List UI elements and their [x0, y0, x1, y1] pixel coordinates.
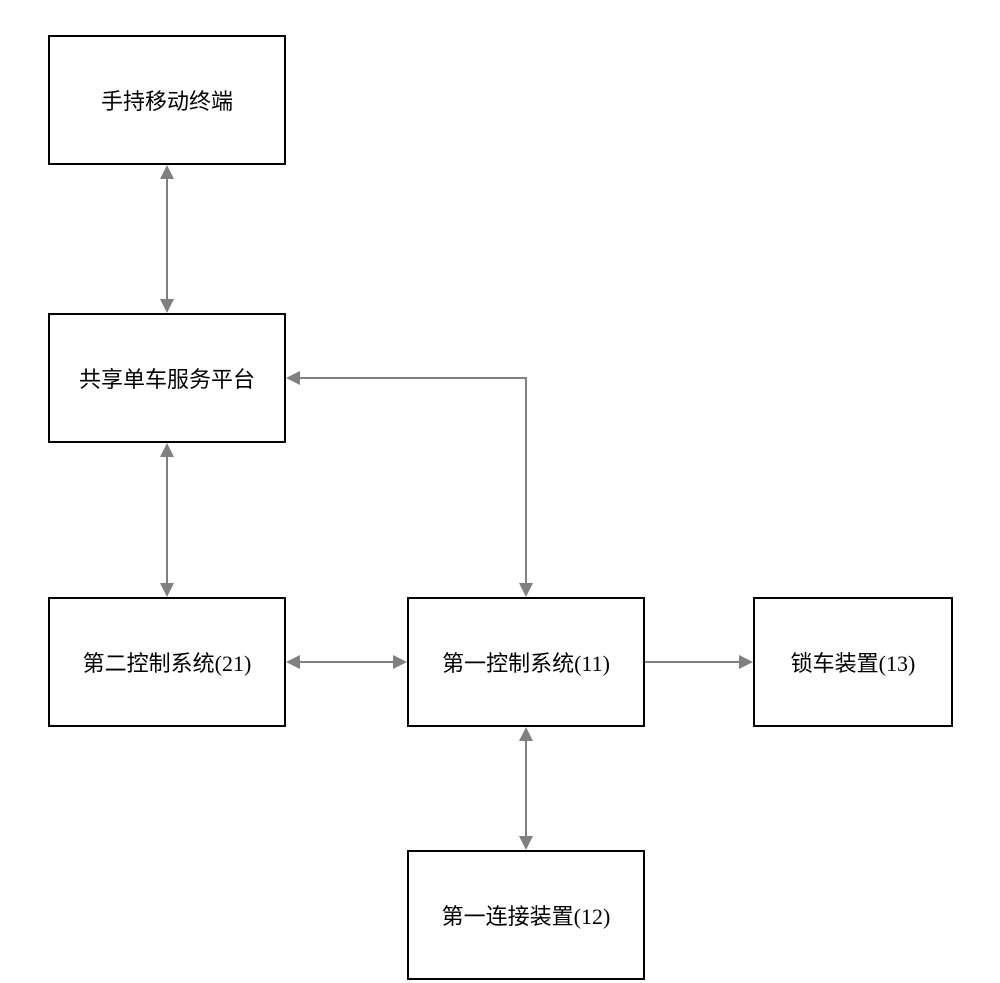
node-ctrl1: 第一控制系统(11)	[407, 597, 645, 727]
node-terminal: 手持移动终端	[48, 35, 286, 165]
node-lock: 锁车装置(13)	[753, 597, 953, 727]
node-terminal-label: 手持移动终端	[101, 84, 233, 116]
node-conn1-label: 第一连接装置(12)	[442, 899, 611, 931]
node-ctrl1-label: 第一控制系统(11)	[442, 646, 610, 678]
node-lock-label: 锁车装置(13)	[791, 646, 916, 678]
node-platform: 共享单车服务平台	[48, 313, 286, 443]
node-platform-label: 共享单车服务平台	[79, 362, 255, 394]
node-ctrl2-label: 第二控制系统(21)	[83, 646, 252, 678]
node-ctrl2: 第二控制系统(21)	[48, 597, 286, 727]
diagram-canvas: 手持移动终端 共享单车服务平台 第二控制系统(21) 第一控制系统(11) 锁车…	[0, 0, 1000, 983]
node-conn1: 第一连接装置(12)	[407, 850, 645, 980]
